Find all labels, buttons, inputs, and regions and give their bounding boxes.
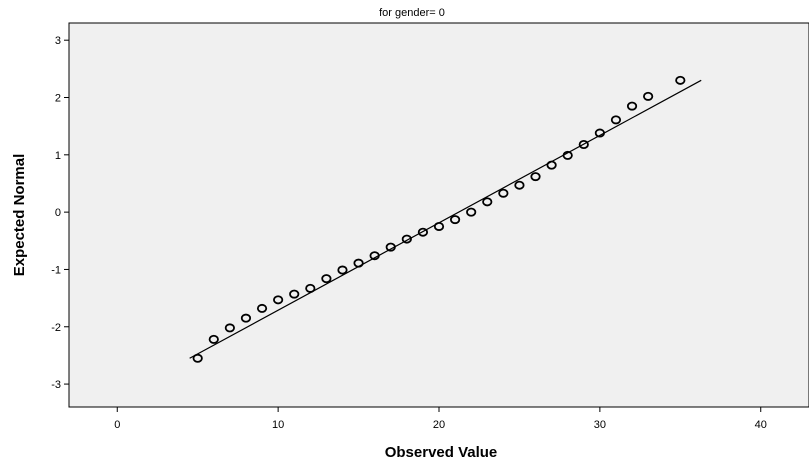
x-tick-label: 40 [755, 419, 767, 431]
x-tick-label: 20 [433, 419, 445, 431]
y-tick-label: 0 [55, 207, 61, 219]
y-tick-label: -2 [51, 322, 61, 334]
y-tick-label: 1 [55, 150, 61, 162]
x-tick-label: 30 [594, 419, 606, 431]
y-axis-label: Expected Normal [11, 154, 28, 277]
x-tick-label: 0 [114, 419, 120, 431]
x-tick-label: 10 [272, 419, 284, 431]
chart-title: for gender= 0 [379, 7, 445, 19]
x-axis-label: Observed Value [385, 444, 498, 461]
y-tick-label: -1 [51, 264, 61, 276]
y-tick-label: 2 [55, 93, 61, 105]
y-tick-label: 3 [55, 35, 61, 47]
plot-area [69, 23, 809, 407]
y-tick-label: -3 [51, 379, 61, 391]
